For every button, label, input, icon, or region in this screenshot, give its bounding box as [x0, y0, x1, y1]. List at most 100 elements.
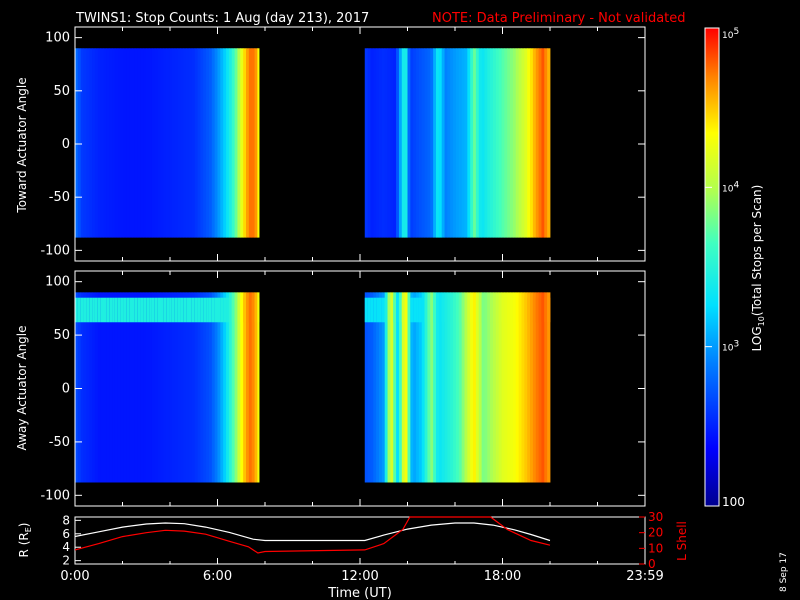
away-y-axis-label: Away Actuator Angle [15, 325, 29, 450]
heatmap-cell [143, 292, 147, 483]
heatmap-cell [436, 292, 440, 483]
heatmap-cell [137, 292, 141, 483]
heatmap-band-cell [467, 297, 471, 323]
heatmap-band-cell [226, 297, 230, 323]
heatmap-band-cell [470, 297, 474, 323]
heatmap-band-cell [447, 297, 451, 323]
away-angle-panel: 100 50 0 -50 -100 Away Actuator Angle [15, 270, 646, 507]
heatmap-band-cell [421, 297, 425, 323]
heatmap-cell [240, 292, 244, 483]
heatmap-cell [524, 48, 528, 238]
heatmap-cell [254, 48, 258, 238]
heatmap-cell [231, 292, 235, 483]
heatmap-band-cell [410, 297, 414, 323]
y-tick-label: -50 [49, 190, 70, 205]
heatmap-cell [430, 48, 434, 238]
r-tick-label: 8 [62, 513, 70, 527]
l-shell-tick-label: 10 [648, 541, 663, 555]
heatmap-cell [518, 292, 522, 483]
heatmap-band-cell [186, 297, 190, 323]
heatmap-cell [163, 292, 167, 483]
time-tick-label: 18:00 [484, 569, 521, 584]
heatmap-cell [126, 48, 130, 238]
heatmap-cell [120, 292, 124, 483]
heatmap-cell [473, 292, 477, 483]
heatmap-cell [416, 292, 420, 483]
heatmap-cell [421, 292, 425, 483]
heatmap-band-cell [384, 297, 388, 323]
heatmap-cell [370, 48, 374, 238]
heatmap-cell [174, 48, 178, 238]
heatmap-cell [487, 48, 491, 238]
heatmap-cell [532, 48, 537, 238]
away-heatmap-blocks [75, 292, 551, 483]
heatmap-cell [396, 48, 400, 238]
heatmap-band-cell [83, 297, 87, 323]
heatmap-band-cell [248, 297, 253, 323]
heatmap-cell [453, 48, 457, 238]
heatmap-band-cell [390, 297, 394, 323]
heatmap-cell [129, 48, 133, 238]
heatmap-cell [189, 48, 193, 238]
r-tick-label: 2 [62, 554, 70, 568]
heatmap-band-cell [404, 297, 408, 323]
heatmap-cell [478, 48, 482, 238]
heatmap-cell [197, 48, 201, 238]
heatmap-cell [544, 48, 548, 238]
heatmap-cell [450, 292, 454, 483]
heatmap-band-cell [538, 297, 542, 323]
heatmap-cell [157, 48, 161, 238]
heatmap-cell [248, 292, 253, 483]
heatmap-cell [421, 48, 425, 238]
heatmap-cell [89, 48, 93, 238]
heatmap-cell [106, 48, 110, 238]
away-y-ticks: 100 50 0 -50 -100 [40, 271, 646, 506]
heatmap-band-cell [214, 297, 218, 323]
heatmap-band-cell [243, 297, 247, 323]
heatmap-cell [228, 48, 233, 238]
heatmap-cell [433, 292, 437, 483]
heatmap-band-cell [544, 297, 548, 323]
heatmap-cell [149, 292, 153, 483]
date-stamp: 8 Sep 17 [779, 552, 789, 592]
heatmap-band-cell [407, 297, 411, 323]
heatmap-cell [92, 292, 96, 483]
heatmap-cell [243, 48, 247, 238]
heatmap-band-cell [189, 297, 193, 323]
heatmap-cell [381, 48, 386, 238]
heatmap-cell [246, 292, 250, 483]
heatmap-band-cell [132, 297, 136, 323]
heatmap-cell [447, 292, 451, 483]
heatmap-cell [132, 48, 136, 238]
y-tick-label: 50 [53, 328, 70, 343]
y-tick-label: 50 [53, 84, 70, 99]
heatmap-cell [376, 48, 380, 238]
heatmap-band-cell [396, 297, 400, 323]
heatmap-cell [97, 48, 102, 238]
heatmap-cell [475, 48, 480, 238]
heatmap-cell [248, 48, 253, 238]
l-shell-axis-label: L Shell [675, 521, 689, 561]
heatmap-cell [257, 48, 260, 238]
heatmap-cell [427, 292, 431, 483]
heatmap-cell [75, 292, 79, 483]
heatmap-cell [177, 48, 181, 238]
heatmap-cell [404, 292, 408, 483]
time-tick-label: 6:00 [203, 569, 232, 584]
heatmap-cell [109, 48, 113, 238]
heatmap-cell [527, 48, 531, 238]
heatmap-cell [123, 48, 127, 238]
heatmap-cell [223, 292, 227, 483]
heatmap-band-cell [458, 297, 463, 323]
heatmap-band-cell [160, 297, 164, 323]
heatmap-band-cell [200, 297, 204, 323]
heatmap-band-cell [430, 297, 434, 323]
l-shell-tick-label: 0 [648, 557, 656, 571]
l-shell-tick-label: 30 [648, 510, 663, 524]
heatmap-band-cell [487, 297, 491, 323]
heatmap-cell [458, 292, 463, 483]
heatmap-cell [467, 292, 471, 483]
heatmap-band-cell [163, 297, 167, 323]
